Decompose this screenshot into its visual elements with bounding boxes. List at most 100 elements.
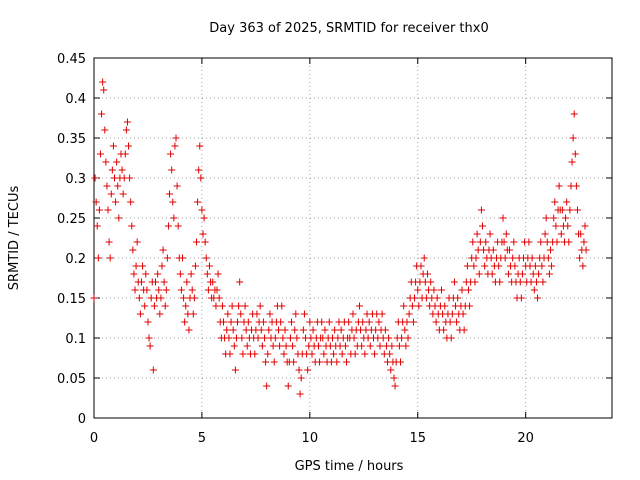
data-point [292, 310, 300, 318]
data-point [178, 254, 186, 262]
data-point [509, 254, 517, 262]
data-point [505, 246, 513, 254]
data-point [102, 158, 110, 166]
data-point [168, 166, 176, 174]
data-point [154, 270, 162, 278]
data-point [278, 302, 286, 310]
data-point [542, 214, 550, 222]
data-point [163, 254, 171, 262]
data-point [545, 270, 553, 278]
x-tick-label: 0 [90, 431, 98, 446]
data-point [231, 366, 239, 374]
data-point [243, 342, 251, 350]
y-tick-label: 0.35 [57, 132, 86, 147]
x-tick-label: 10 [302, 431, 319, 446]
data-point [517, 294, 525, 302]
data-point [209, 278, 217, 286]
data-point [402, 342, 410, 350]
data-point [355, 302, 363, 310]
data-point [199, 230, 207, 238]
data-point [308, 350, 316, 358]
y-tick-label: 0.4 [65, 92, 86, 107]
data-point [271, 334, 279, 342]
data-point [472, 254, 480, 262]
y-tick-label: 0.15 [57, 292, 86, 307]
data-point [161, 302, 169, 310]
data-point [126, 174, 134, 182]
data-point [531, 262, 539, 270]
data-point [244, 318, 252, 326]
data-point [314, 342, 322, 350]
data-point [345, 318, 353, 326]
data-point [132, 262, 140, 270]
data-point [408, 302, 416, 310]
data-point [218, 302, 226, 310]
data-point [225, 334, 233, 342]
data-point [437, 286, 445, 294]
data-point [256, 302, 264, 310]
data-point [471, 278, 479, 286]
data-point [115, 214, 123, 222]
data-point [269, 342, 277, 350]
data-point [534, 294, 542, 302]
data-point [293, 334, 301, 342]
data-point [391, 382, 399, 390]
data-point [568, 158, 576, 166]
data-point [284, 382, 292, 390]
data-point [224, 310, 232, 318]
data-point [90, 294, 98, 302]
data-point [470, 262, 478, 270]
data-point [107, 190, 115, 198]
data-point [135, 294, 143, 302]
data-point [378, 310, 386, 318]
data-point [262, 358, 270, 366]
data-point [131, 286, 139, 294]
data-point [157, 294, 165, 302]
data-point [553, 238, 561, 246]
data-point [223, 326, 231, 334]
data-point [128, 222, 136, 230]
data-point [489, 246, 497, 254]
data-point [149, 366, 157, 374]
data-point [239, 350, 247, 358]
data-point [343, 358, 351, 366]
data-point [230, 342, 238, 350]
data-point [195, 166, 203, 174]
data-point [150, 302, 158, 310]
data-point [405, 310, 413, 318]
data-point [91, 174, 99, 182]
data-point [581, 222, 589, 230]
data-point [403, 318, 411, 326]
data-point [183, 278, 191, 286]
data-point [386, 350, 394, 358]
data-point [253, 310, 261, 318]
data-point [104, 206, 112, 214]
data-point [156, 310, 164, 318]
data-point [265, 326, 273, 334]
data-point [577, 230, 585, 238]
data-points [90, 78, 590, 398]
data-point [170, 214, 178, 222]
data-point [552, 222, 560, 230]
data-point [447, 334, 455, 342]
data-point [482, 238, 490, 246]
data-point [197, 174, 205, 182]
data-point [159, 246, 167, 254]
data-point [277, 318, 285, 326]
data-point [538, 262, 546, 270]
data-point [565, 238, 573, 246]
data-point [430, 286, 438, 294]
data-point [463, 262, 471, 270]
data-point [287, 318, 295, 326]
data-point [282, 342, 290, 350]
data-point [264, 350, 272, 358]
data-point [201, 238, 209, 246]
data-point [251, 350, 259, 358]
data-point [194, 198, 202, 206]
data-point [235, 302, 243, 310]
data-point [500, 238, 508, 246]
data-point [137, 278, 145, 286]
data-point [338, 350, 346, 358]
data-point [414, 286, 422, 294]
